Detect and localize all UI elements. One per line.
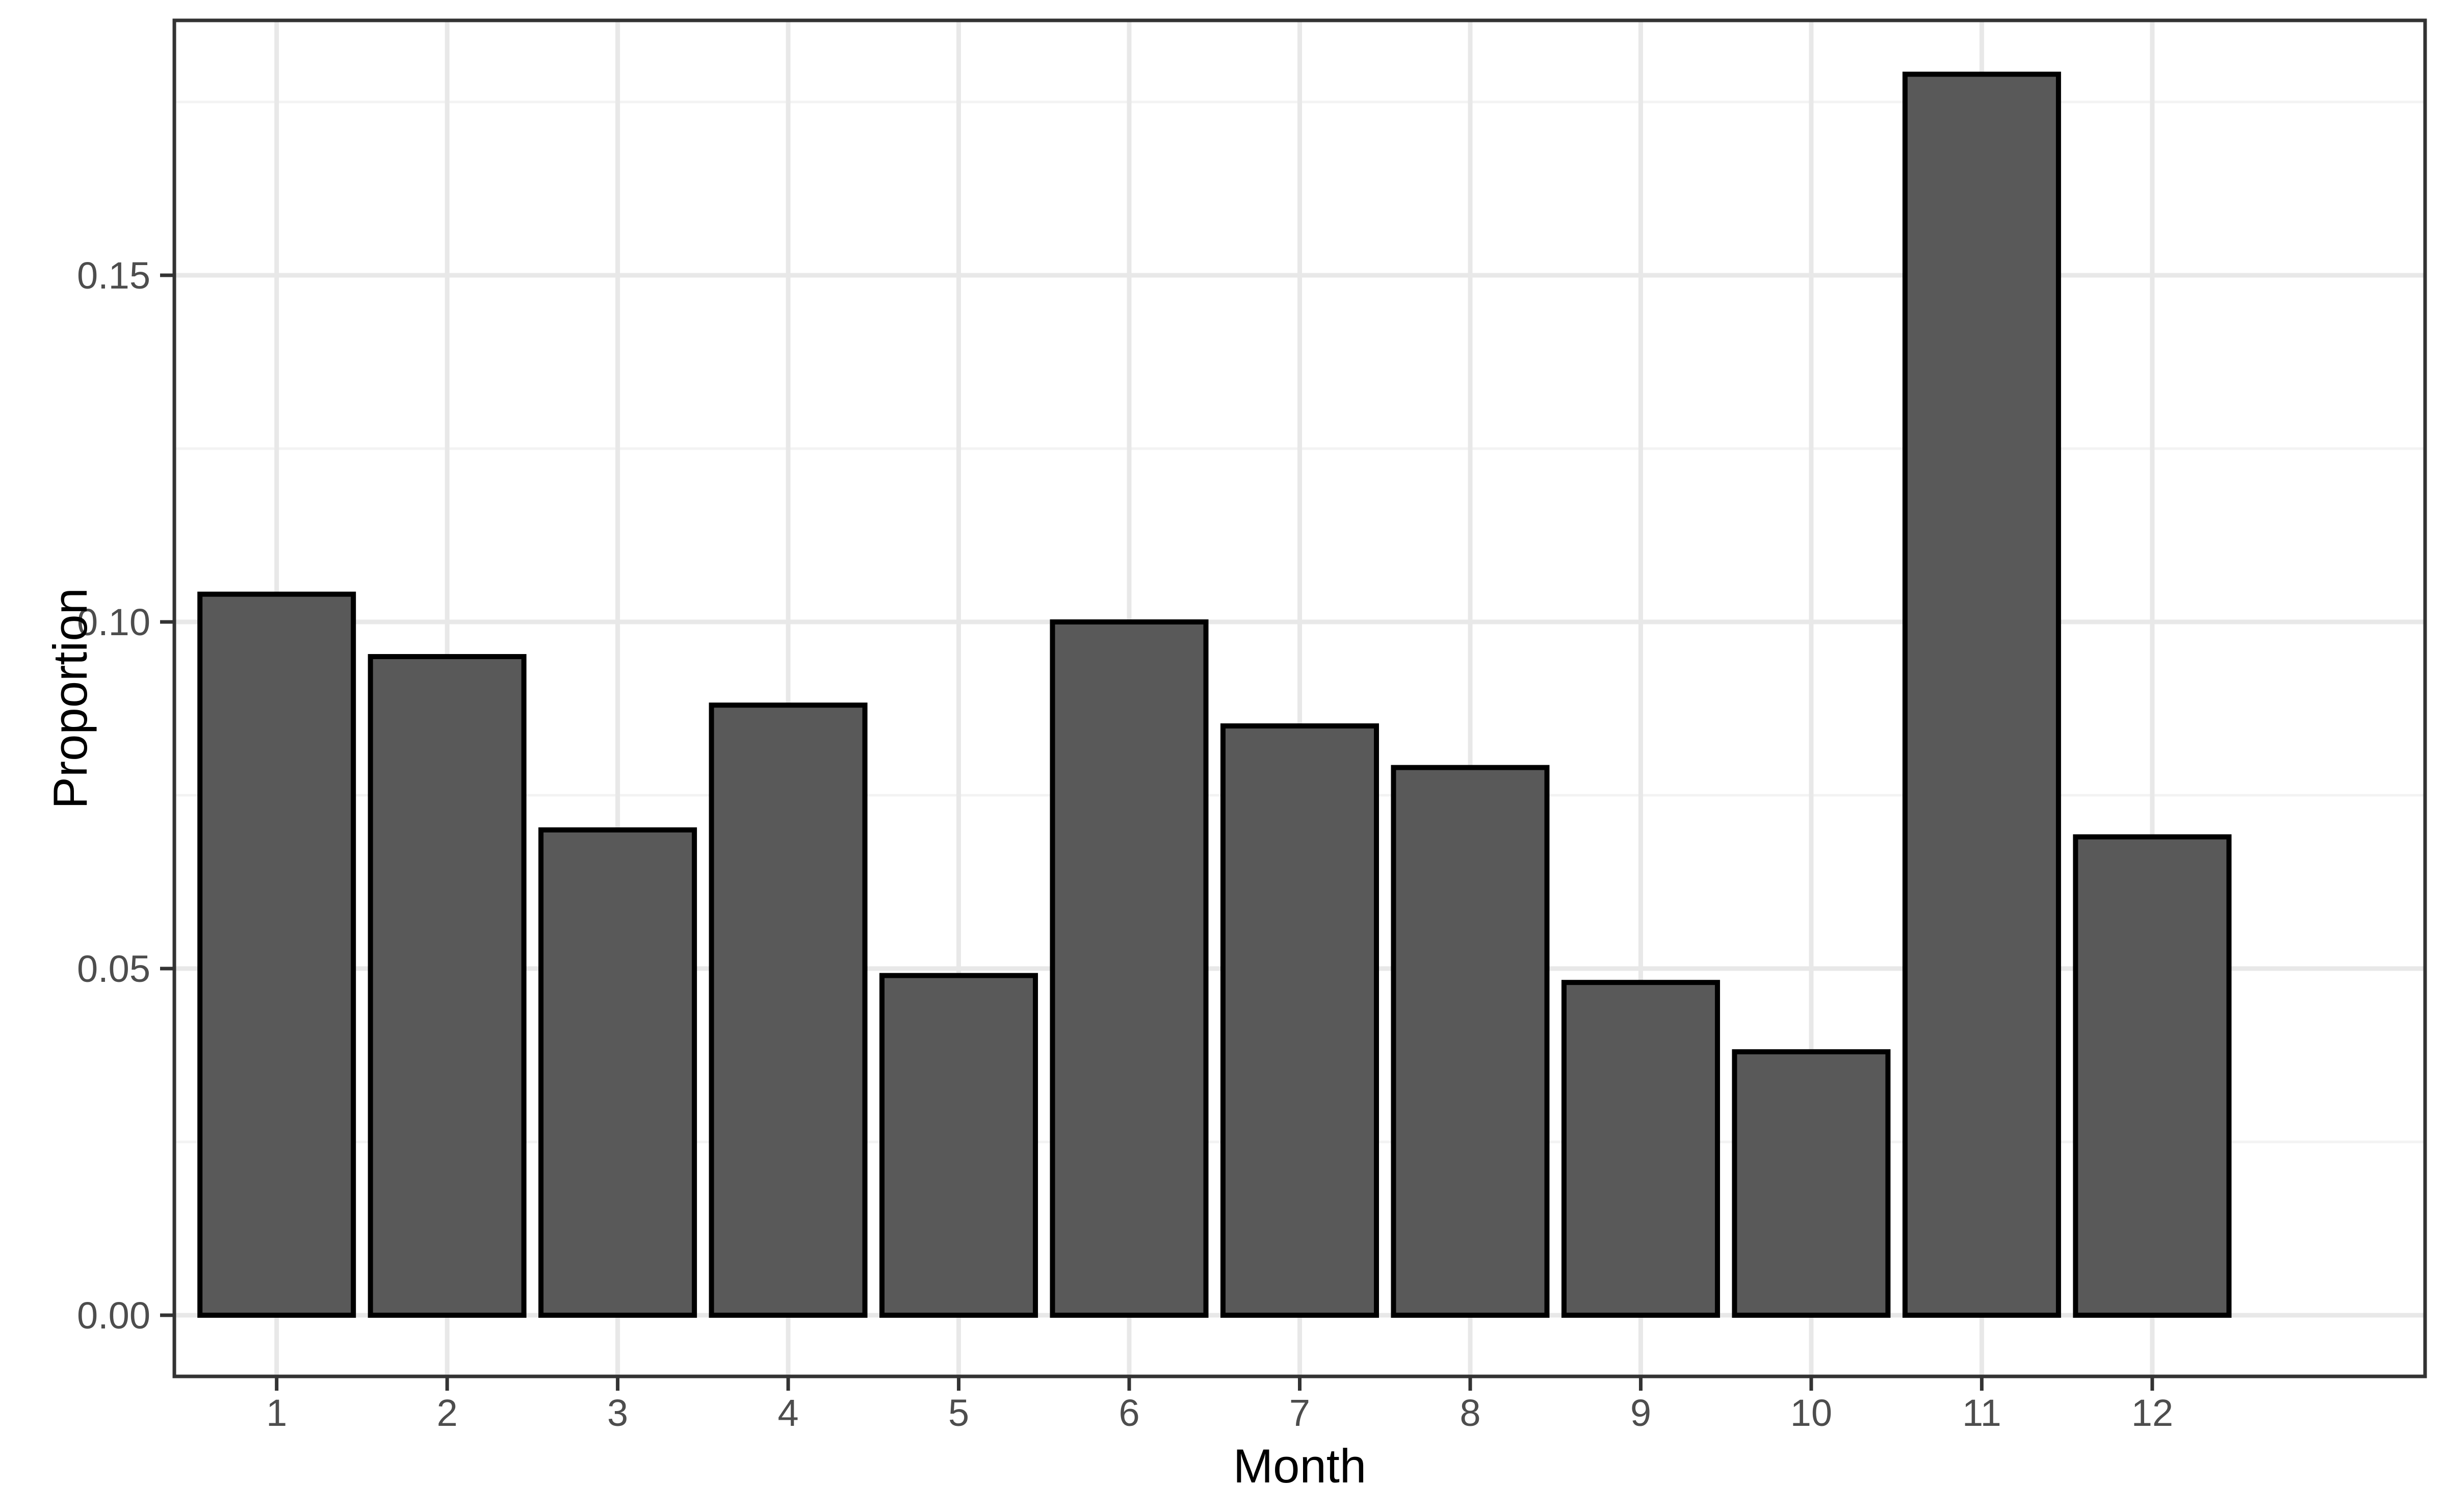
- bar-month-3: [538, 827, 697, 1318]
- bar-month-6: [1050, 619, 1209, 1318]
- x-axis-tick-label: 1: [266, 1392, 287, 1434]
- x-axis-tick-label: 5: [948, 1392, 969, 1434]
- bar-month-2: [368, 654, 527, 1318]
- y-axis-tick-label: 0.05: [77, 948, 150, 990]
- y-axis-tick-label: 0.10: [77, 601, 150, 643]
- bar-month-4: [709, 702, 868, 1318]
- x-axis-tick-label: 4: [778, 1392, 799, 1434]
- x-axis-tick-label: 7: [1289, 1392, 1310, 1434]
- x-axis-title: Month: [1233, 1439, 1366, 1493]
- x-axis-tick-label: 11: [1962, 1392, 2001, 1434]
- x-axis-tick-label: 9: [1630, 1392, 1651, 1434]
- y-axis-tick-label: 0.00: [77, 1294, 150, 1337]
- x-axis-tick-label: 2: [437, 1392, 458, 1434]
- x-axis-tick-label: 6: [1118, 1392, 1139, 1434]
- bar-month-5: [879, 973, 1038, 1318]
- x-axis-tick-label: 8: [1460, 1392, 1480, 1434]
- bar-month-12: [2073, 834, 2232, 1318]
- bar-month-1: [197, 591, 356, 1318]
- bar-month-11: [1902, 71, 2061, 1318]
- x-axis-tick-label: 3: [607, 1392, 628, 1434]
- bar-month-7: [1220, 723, 1379, 1318]
- y-axis-title: Proportion: [43, 588, 97, 809]
- x-axis-tick-label: 10: [1790, 1392, 1832, 1434]
- bar-month-9: [1561, 980, 1720, 1318]
- y-axis-tick-label: 0.15: [77, 254, 150, 297]
- bar-month-10: [1732, 1049, 1891, 1318]
- x-axis-tick-label: 12: [2131, 1392, 2173, 1434]
- bar-month-8: [1391, 765, 1550, 1318]
